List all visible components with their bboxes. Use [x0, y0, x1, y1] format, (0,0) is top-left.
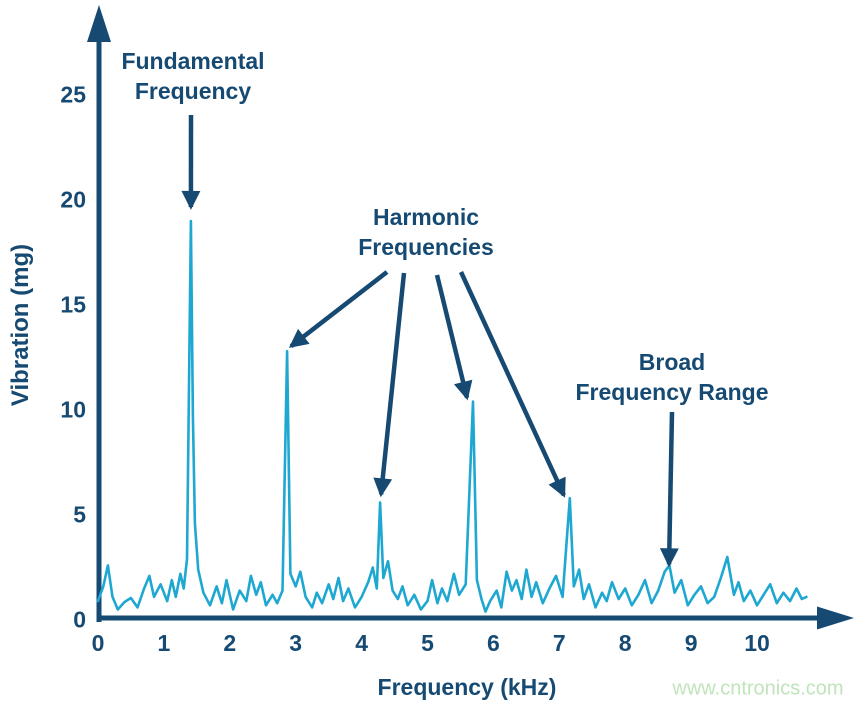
x-tick-label-4: 4: [355, 630, 368, 656]
y-tick-label-25: 25: [60, 81, 86, 108]
x-tick-label-5: 5: [421, 630, 434, 656]
annotation-arrows: [181, 114, 679, 568]
y-tick-label-10: 10: [60, 396, 86, 423]
x-axis-title: Frequency (kHz): [377, 674, 557, 700]
annotation-harmonic-line1: Harmonic: [372, 204, 480, 230]
annotation-fundamental-line2: Frequency: [134, 78, 252, 104]
x-tick-label-7: 7: [552, 630, 566, 656]
x-tick-label-1: 1: [157, 630, 171, 656]
annotation-broad-line1: Broad: [638, 349, 706, 375]
x-tick-label-9: 9: [684, 630, 698, 656]
y-tick-label-20: 20: [60, 186, 86, 213]
x-axis-arrowhead-icon: [817, 606, 854, 630]
arrow-harmonic-4-icon: [458, 271, 566, 498]
x-tick-label-10: 10: [744, 630, 770, 656]
annotation-fundamental-frequency: Fundamental Frequency: [121, 46, 264, 106]
y-tick-label-5: 5: [73, 501, 86, 528]
watermark-text: www.cntronics.com: [672, 677, 844, 700]
x-tick-label-2: 2: [223, 630, 237, 656]
annotation-broad-line2: Frequency Range: [575, 379, 769, 405]
annotation-broad-frequency-range: Broad Frequency Range: [576, 347, 769, 407]
y-tick-label-0: 0: [73, 606, 86, 633]
vibration-spectrum-trace: [96, 219, 808, 613]
x-tick-label-0: 0: [91, 630, 105, 656]
y-axis-arrowhead-icon: [87, 5, 111, 42]
arrow-harmonic-1-icon: [288, 270, 389, 348]
arrow-broad-range-icon: [659, 411, 679, 568]
annotation-fundamental-line1: Fundamental: [121, 48, 265, 74]
x-tick-label-3: 3: [289, 630, 303, 656]
annotation-harmonic-frequencies: Harmonic Frequencies: [358, 202, 494, 262]
annotation-harmonic-line2: Frequencies: [358, 234, 494, 260]
arrow-harmonic-3-icon: [434, 274, 473, 401]
y-tick-label-15: 15: [60, 291, 86, 318]
x-tick-label-6: 6: [486, 630, 500, 656]
arrow-harmonic-2-icon: [373, 272, 407, 498]
y-axis-title: Vibration (mg): [7, 243, 34, 407]
x-tick-label-8: 8: [618, 630, 632, 656]
